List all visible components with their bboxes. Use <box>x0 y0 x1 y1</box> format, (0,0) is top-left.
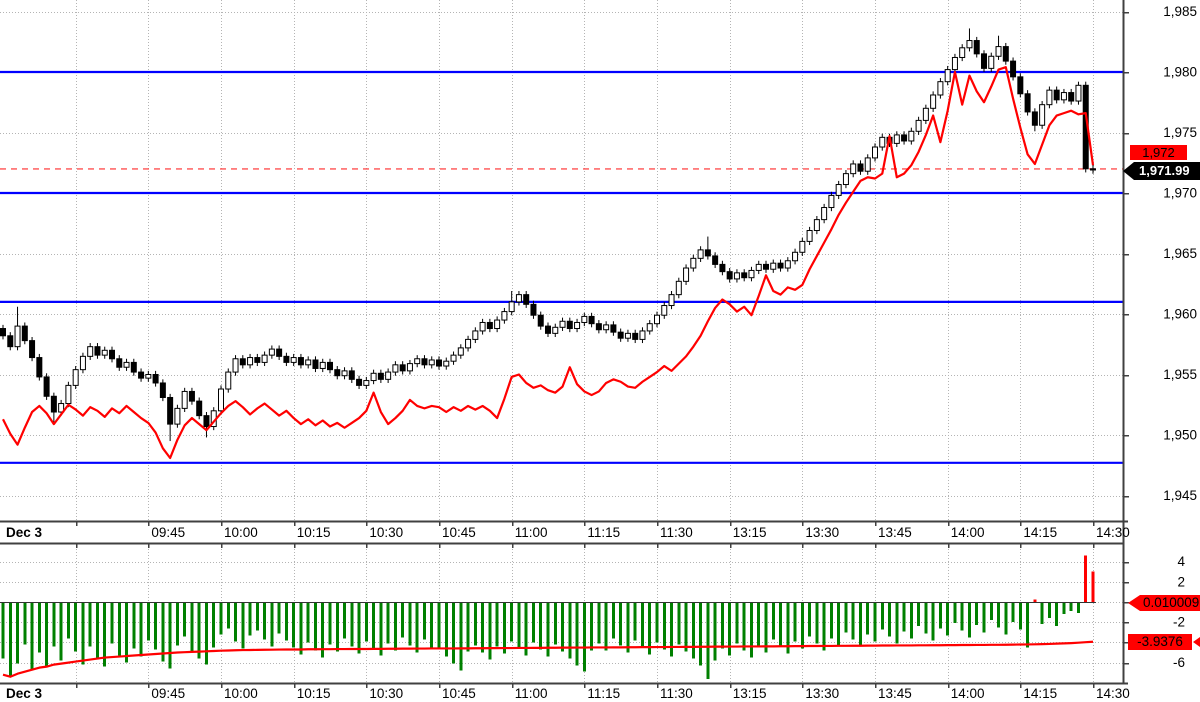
price-axis-label: 1,945 <box>1163 488 1197 503</box>
indicator-tag-text: 0.010009 <box>1143 595 1200 610</box>
histogram-layer <box>0 555 1096 679</box>
price-axis-label: 1,985 <box>1163 4 1197 19</box>
time-axis-label: 14:30 <box>1096 525 1130 540</box>
left-arrow-icon <box>1128 595 1140 611</box>
time-axis-label: 09:45 <box>151 686 185 701</box>
time-axis-label: 13:45 <box>878 686 912 701</box>
time-axis-label: 13:45 <box>878 525 912 540</box>
lower-x-axis-labels: Dec 3 09:45 10:00 10:15 10:30 10:45 11:00 11:15… <box>6 686 1130 701</box>
price-axis-label: 1,970 <box>1163 186 1197 201</box>
time-axis-label: 10:30 <box>369 525 403 540</box>
session-date-label: Dec 3 <box>6 525 43 540</box>
indicator-axis-label: -6 <box>1173 655 1185 670</box>
time-axis-label: 10:45 <box>442 686 476 701</box>
time-axis-label: 10:15 <box>297 525 331 540</box>
time-axis-label: 11:00 <box>515 686 548 701</box>
time-axis-label: 14:15 <box>1023 525 1057 540</box>
price-axis-label: 1,980 <box>1163 65 1197 80</box>
time-axis-label: 11:15 <box>587 686 620 701</box>
price-axis-label: 1,965 <box>1163 246 1197 261</box>
price-axis-label: 1,950 <box>1163 428 1197 443</box>
time-axis-label: 10:15 <box>297 686 331 701</box>
time-axis-label: 14:00 <box>951 525 985 540</box>
lower-y-axis-labels: 4 2 -2 -6 <box>1173 554 1186 670</box>
price-axis-label: 1,960 <box>1163 307 1197 322</box>
signal-line <box>2 640 1094 678</box>
support-resistance-lines <box>0 70 1123 464</box>
time-axis-label: 09:45 <box>151 525 185 540</box>
main-y-axis-labels: 1,985 1,980 1,975 1,970 1,965 1,960 1,955 1,950… <box>1163 4 1197 503</box>
time-axis-label: 14:00 <box>951 686 985 701</box>
last-price-tag-text: 1,971.99 <box>1139 163 1190 178</box>
indicator-axis-label: 2 <box>1177 574 1185 589</box>
main-x-axis-labels: Dec 3 09:45 10:00 10:15 10:30 10:45 11:00 11:15… <box>6 525 1130 540</box>
time-axis-label: 14:15 <box>1023 686 1057 701</box>
candles-layer <box>0 28 1096 442</box>
time-axis-label: 10:00 <box>224 686 258 701</box>
price-axis-label: 1,975 <box>1163 125 1197 140</box>
last-price-tag: 1,971.99 <box>1123 162 1200 180</box>
left-arrow-icon <box>1123 162 1134 180</box>
time-axis-label: 11:15 <box>587 525 620 540</box>
indicator-axis-label: 4 <box>1177 554 1185 569</box>
session-date-label: Dec 3 <box>6 686 43 701</box>
indicator-axis-label: -2 <box>1173 615 1185 630</box>
indicator-value-tag: 0.010009 <box>1128 595 1200 611</box>
time-axis-label: 10:30 <box>369 686 403 701</box>
axes-frame <box>0 0 1129 688</box>
time-axis-label: 11:00 <box>515 525 548 540</box>
time-axis-label: 11:30 <box>660 525 693 540</box>
time-axis-label: 13:15 <box>733 525 767 540</box>
left-arrow-icon <box>1193 637 1200 647</box>
time-axis-label: 13:30 <box>805 686 839 701</box>
time-axis-label: 11:30 <box>660 686 693 701</box>
time-axis-label: 10:45 <box>442 525 476 540</box>
time-axis-label: 13:15 <box>733 686 767 701</box>
last-price-rounded-tag: 1,972 <box>1130 145 1187 160</box>
time-axis-label: 10:00 <box>224 525 258 540</box>
signal-value-tag: -3.9376 <box>1128 634 1192 650</box>
time-axis-label: 13:30 <box>805 525 839 540</box>
overlay-price-line <box>2 66 1095 460</box>
price-axis-label: 1,955 <box>1163 367 1197 382</box>
time-axis-label: 14:30 <box>1096 686 1130 701</box>
